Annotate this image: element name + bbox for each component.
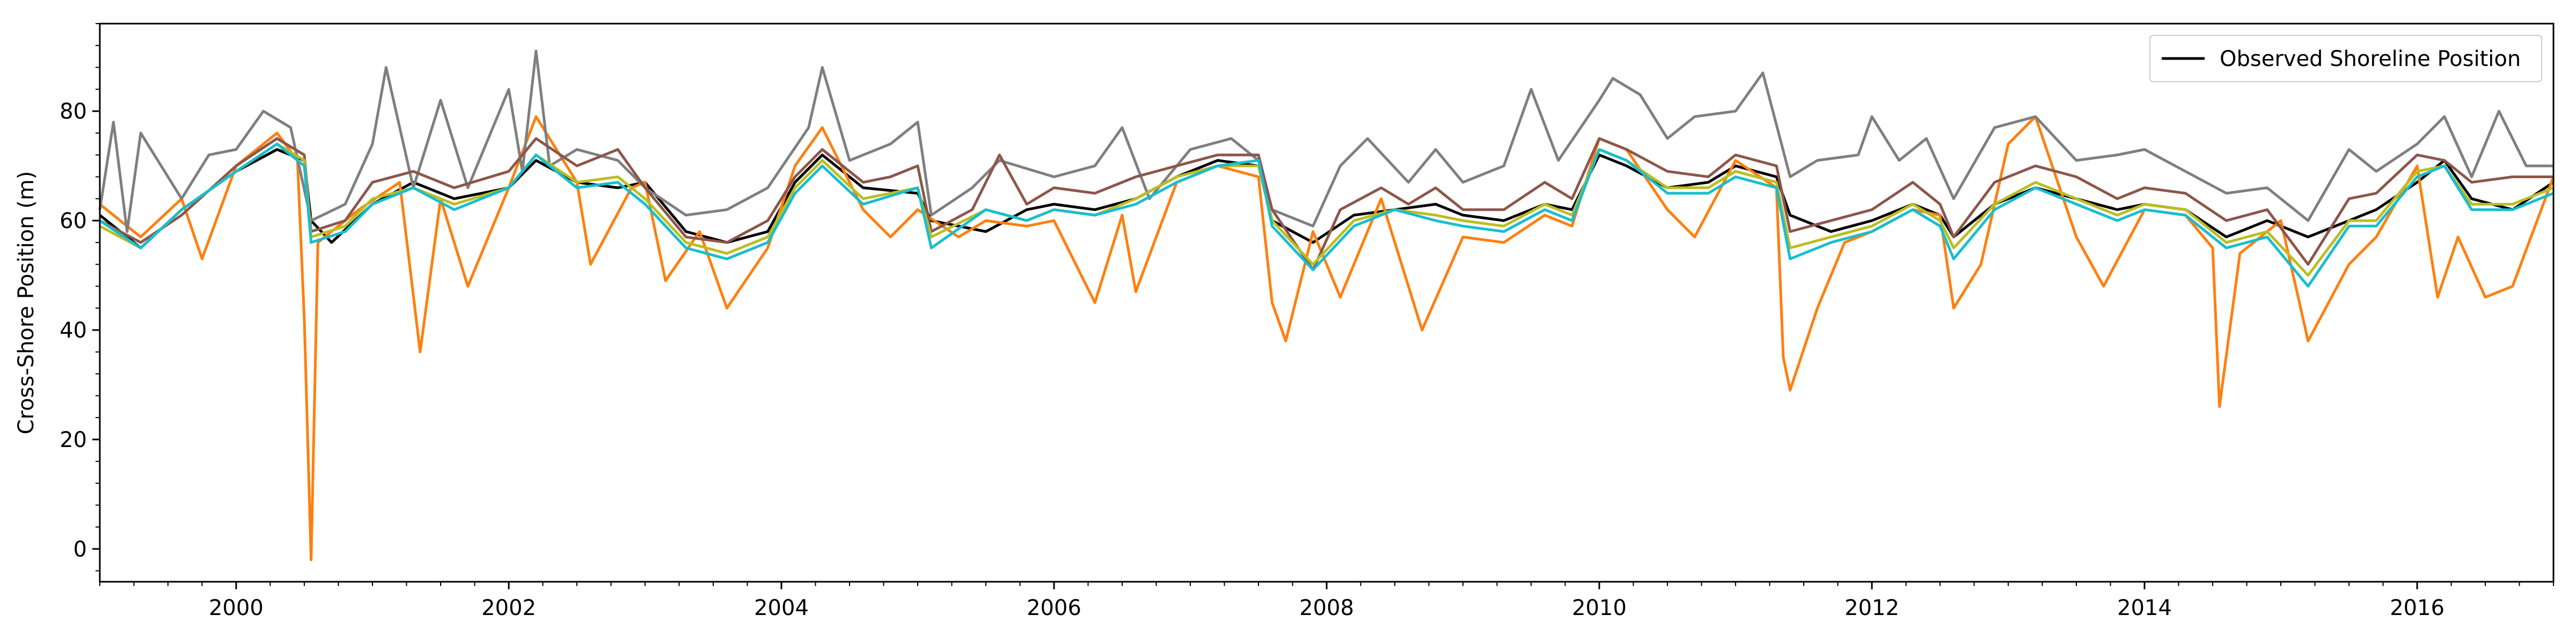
legend: Observed Shoreline Position xyxy=(2149,35,2542,82)
x-tick-label: 2016 xyxy=(2390,596,2445,620)
legend-label-observed: Observed Shoreline Position xyxy=(2220,47,2521,71)
x-tick-label: 2004 xyxy=(754,596,809,620)
y-tick-label: 0 xyxy=(74,537,87,562)
y-axis-title: Cross-Shore Position (m) xyxy=(14,171,39,435)
series-line-model-5 xyxy=(99,142,2554,288)
series-layer xyxy=(98,49,2555,561)
x-tick-label: 2014 xyxy=(2117,596,2172,620)
x-tick-label: 2012 xyxy=(1845,596,1899,620)
x-tick-label: 2010 xyxy=(1572,596,1627,620)
series-line-model-3 xyxy=(99,137,2553,272)
plot-frame xyxy=(99,23,2555,583)
y-tick-label: 20 xyxy=(60,428,87,452)
y-tick-label: 80 xyxy=(60,99,87,124)
x-tick-label: 2000 xyxy=(209,596,264,620)
x-axis-ticks: 2000 2002 2004 2006 2008 2010 2012 2014 2016 xyxy=(99,582,2554,620)
y-tick-label: 60 xyxy=(60,209,87,233)
legend-box xyxy=(2149,35,2542,82)
y-tick-label: 40 xyxy=(60,318,87,343)
x-tick-label: 2008 xyxy=(1299,596,1354,620)
x-tick-label: 2002 xyxy=(481,596,536,620)
x-tick-label: 2006 xyxy=(1027,596,1081,620)
